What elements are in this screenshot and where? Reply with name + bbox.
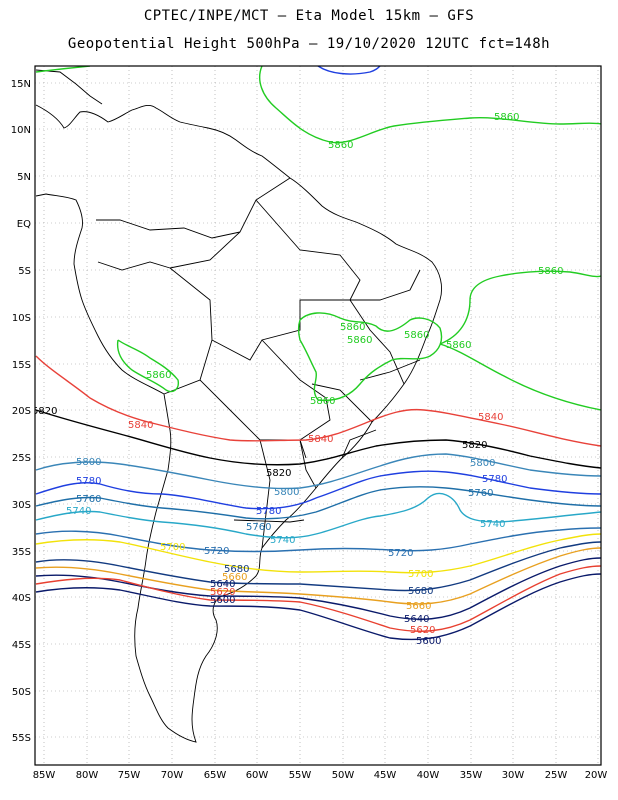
lat-label: 5S [18,266,31,277]
contour-label: 5860 [404,330,429,341]
contour-label: 5740 [270,535,295,546]
contour-5780 [35,470,601,510]
contour-5640 [35,557,601,620]
contour-label: 5620 [410,625,435,636]
contour-label: 5660 [406,601,431,612]
map-title-line2: Geopotential Height 500hPa – 19/10/2020 … [67,36,551,52]
contour-label: 5780 [256,506,281,517]
contour-label: 5840 [478,412,503,423]
contour-label: 5800 [274,487,299,498]
lat-label: 15N [11,79,31,90]
contour-5840 [35,355,601,447]
height-contours [35,66,601,641]
graticule [35,66,601,765]
contour-5880-north [317,66,381,75]
contour-label: 5740 [480,519,505,530]
contour-label: 5840 [308,434,333,445]
contour-5600 [35,573,601,641]
contour-label: 5600 [210,595,235,606]
contour-label: 5640 [404,614,429,625]
lat-label: 15S [12,360,31,371]
contour-label: 5680 [408,586,433,597]
lat-label: 35S [12,547,31,558]
contour-5760 [35,485,601,520]
contour-5860-se [439,270,601,345]
contour-label: 5720 [204,546,229,557]
latitude-labels: 15N 10N 5N EQ 5S 10S 15S 20S 25S 30S 35S… [11,79,31,744]
contour-label: 5660 [222,572,247,583]
contour-5620 [35,565,601,632]
lon-label: 45W [374,770,397,781]
lat-label: 5N [17,172,31,183]
lon-label: 30W [502,770,525,781]
lat-label: 45S [12,640,31,651]
contour-label: 5700 [408,569,433,580]
contour-5860-east [439,343,601,411]
lon-label: 25W [545,770,568,781]
contour-label: 5860 [446,340,471,351]
lon-label: 50W [332,770,355,781]
lat-label: 50S [12,687,31,698]
contour-label: 5800 [470,458,495,469]
lon-label: 85W [33,770,56,781]
contour-label: 5800 [76,457,101,468]
contour-label: 5680 [224,564,249,575]
contour-5700 [35,533,601,574]
lon-label: 20W [585,770,608,781]
contour-label: 5860 [328,140,353,151]
contour-labels: 5860 5860 5860 5860 5860 5860 5860 5860 … [32,112,563,647]
contour-label: 5760 [76,494,101,505]
contour-label: 5860 [538,266,563,277]
contour-label: 5840 [128,420,153,431]
contour-label: 5860 [494,112,519,123]
lat-label: 10N [11,125,31,136]
contour-5680 [35,541,601,592]
contour-label: 5600 [416,636,441,647]
longitude-labels: 85W 80W 75W 70W 65W 60W 55W 50W 45W 40W … [33,770,608,781]
contour-label: 5640 [210,579,235,590]
lon-label: 55W [289,770,312,781]
contour-label: 5760 [246,522,271,533]
contour-5720 [35,527,601,553]
contour-label: 5620 [210,587,235,598]
contour-5860-andes [116,339,180,393]
contour-label: 5780 [482,474,507,485]
contour-5660 [35,547,601,605]
lat-label: 10S [12,313,31,324]
contour-label: 5860 [340,322,365,333]
contour-label: 5860 [146,370,171,381]
coastlines-and-borders [35,69,443,743]
lat-label: 40S [12,593,31,604]
lon-label: 35W [460,770,483,781]
contour-label: 5760 [468,488,493,499]
lat-label: EQ [17,219,31,230]
lon-label: 70W [161,770,184,781]
contour-5740 [35,492,601,539]
map-frame [34,65,602,766]
contour-5860-brazil [297,312,443,402]
map-title-line1: CPTEC/INPE/MCT – Eta Model 15km – GFS [143,8,475,24]
lon-label: 80W [76,770,99,781]
contour-label: 5820 [462,440,487,451]
contour-label: 5860 [310,396,335,407]
lat-label: 20S [12,406,31,417]
contour-label: 5820 [32,406,57,417]
lat-label: 55S [12,733,31,744]
contour-5860-north [258,66,601,144]
contour-label: 5720 [388,548,413,559]
lon-label: 65W [204,770,227,781]
contour-label: 5700 [160,542,185,553]
contour-label: 5780 [76,476,101,487]
contour-label: 5820 [266,468,291,479]
lat-label: 25S [12,453,31,464]
contour-label: 5740 [66,506,91,517]
lon-label: 75W [118,770,141,781]
contour-5820 [35,409,601,469]
lon-label: 40W [417,770,440,781]
contour-5800 [35,453,601,490]
lon-label: 60W [246,770,269,781]
lat-label: 30S [12,500,31,511]
contour-label: 5860 [347,335,372,346]
